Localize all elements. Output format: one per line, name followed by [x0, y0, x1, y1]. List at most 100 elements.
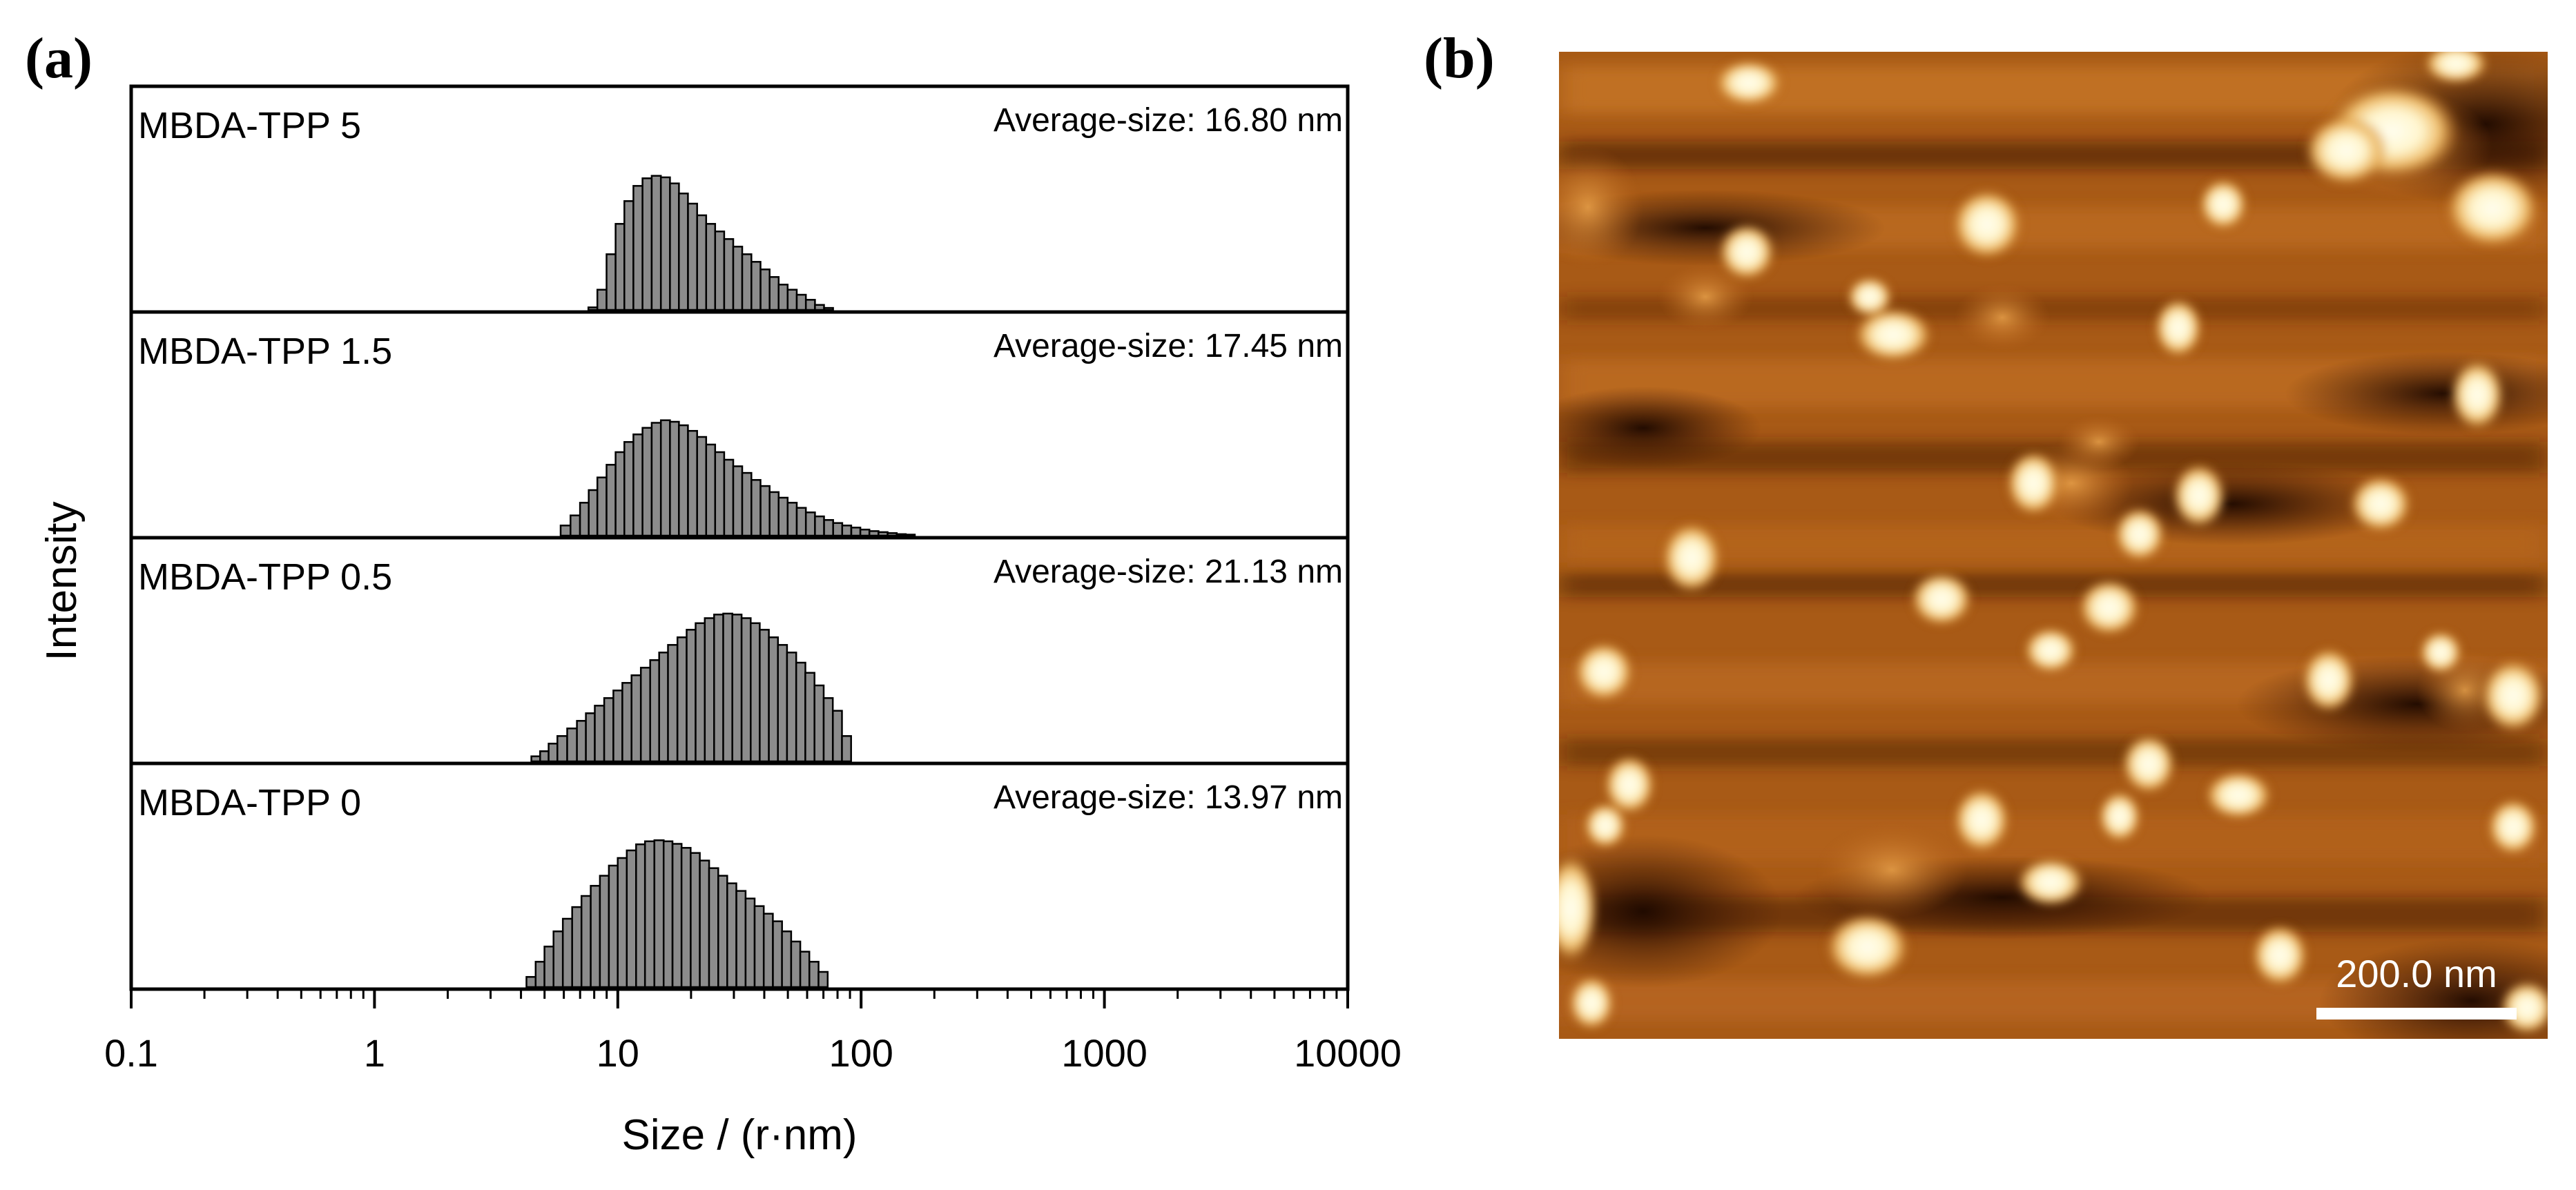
histogram-bar — [596, 476, 608, 537]
histogram-bar — [799, 950, 811, 988]
histogram-bar — [678, 424, 689, 537]
histogram-bar — [786, 289, 798, 311]
y-axis-label: Intensity — [38, 502, 86, 661]
histogram-bar — [561, 917, 573, 988]
histogram-bar — [804, 672, 815, 763]
histogram-bar — [687, 202, 698, 311]
histogram-bar — [599, 875, 610, 988]
histogram-bar — [639, 667, 651, 763]
histogram-bar — [790, 940, 802, 988]
histogram-bar — [814, 304, 825, 311]
histogram-bar — [566, 728, 578, 763]
histogram-bar — [650, 422, 662, 537]
histogram-bar — [603, 697, 614, 763]
histogram-bar — [676, 636, 688, 763]
histogram-bar — [741, 471, 753, 537]
histogram-bar — [690, 852, 701, 988]
histogram-bar — [662, 840, 674, 988]
histogram-bar — [530, 755, 541, 763]
histogram-bar — [590, 885, 601, 988]
histogram-bar — [612, 690, 623, 763]
histogram-bar — [576, 720, 587, 763]
histogram-bar — [750, 261, 762, 311]
histogram-bar — [735, 890, 747, 988]
histogram-bar — [817, 970, 829, 988]
histogram-bar — [617, 857, 628, 988]
histogram-bar — [781, 930, 793, 988]
histogram-bar — [596, 289, 608, 311]
histogram-bar — [713, 614, 724, 763]
histogram-bar — [759, 485, 771, 537]
histogram-bar — [658, 652, 669, 763]
histogram-bar — [823, 306, 834, 311]
histogram-bar — [659, 419, 671, 537]
histogram-bar — [859, 528, 871, 537]
histogram-bar — [750, 479, 762, 537]
histogram-bar — [539, 750, 550, 763]
histogram-bar — [571, 906, 583, 988]
histogram-bar — [904, 534, 916, 537]
series-bars — [530, 612, 852, 763]
histogram-bar — [832, 710, 843, 763]
histogram-bar — [585, 712, 596, 763]
histogram-bar — [588, 489, 599, 537]
panel-b-letter: (b) — [1424, 26, 1495, 90]
histogram-bar — [714, 231, 726, 311]
histogram-bar — [740, 617, 752, 763]
histogram-bar — [659, 176, 671, 311]
histogram-bar — [687, 429, 698, 537]
histogram-bar — [669, 182, 680, 311]
average-size-label: Average-size: 16.80 nm — [994, 102, 1343, 139]
histogram-bar — [731, 614, 743, 763]
scale-bar-label: 200.0 nm — [2336, 952, 2497, 995]
histogram-bar — [543, 946, 555, 988]
histogram-bar — [777, 284, 789, 311]
histogram-bar — [525, 976, 537, 988]
histogram-bar — [814, 515, 825, 537]
histogram-bar — [667, 644, 679, 763]
histogram-bar — [650, 175, 662, 311]
histogram-bar — [823, 519, 834, 537]
histogram-bar — [714, 451, 726, 537]
series-name-label: MBDA-TPP 1.5 — [138, 331, 392, 372]
histogram-bar — [559, 525, 572, 537]
average-size-label: Average-size: 13.97 nm — [994, 779, 1343, 816]
histogram-bar — [671, 843, 683, 988]
histogram-bar — [678, 193, 689, 311]
histogram-bar — [699, 859, 710, 988]
histogram-bar — [696, 214, 708, 311]
histogram-bar — [772, 920, 783, 988]
histogram-bar — [887, 532, 898, 537]
x-tick-label: 100 — [829, 1031, 893, 1075]
histogram-bar — [635, 843, 646, 988]
histogram-bar — [804, 511, 816, 537]
histogram-bar — [570, 514, 581, 537]
histogram-bar — [895, 533, 907, 537]
series-name-label: MBDA-TPP 0 — [138, 782, 361, 823]
histogram-bar — [786, 502, 798, 537]
histogram-bar — [813, 684, 825, 763]
afm-image: 200.0 nm — [1559, 52, 2548, 1039]
series-bars — [525, 839, 829, 988]
histogram-bar — [680, 847, 692, 988]
histogram-bar — [741, 253, 753, 311]
histogram-bar — [606, 464, 617, 537]
histogram-bar — [732, 246, 744, 311]
histogram-bar — [723, 238, 735, 311]
histogram-bar — [753, 905, 765, 988]
histogram-bar — [732, 465, 744, 537]
chart-area: 0.1 1 10 100 1000 10000 — [104, 175, 1402, 1075]
histogram-bar — [632, 433, 643, 537]
histogram-bar — [723, 458, 735, 537]
histogram-bar — [630, 674, 642, 763]
histogram-bar — [641, 427, 653, 537]
histogram-bar — [641, 177, 653, 311]
histogram-bar — [868, 530, 880, 537]
histogram-bar — [750, 622, 761, 763]
histogram-bar — [686, 629, 697, 763]
histogram-bar — [621, 682, 632, 763]
histogram-bar — [795, 293, 807, 311]
histogram-bar — [587, 306, 599, 311]
histogram-bar — [759, 629, 770, 763]
series-bars — [587, 175, 834, 311]
